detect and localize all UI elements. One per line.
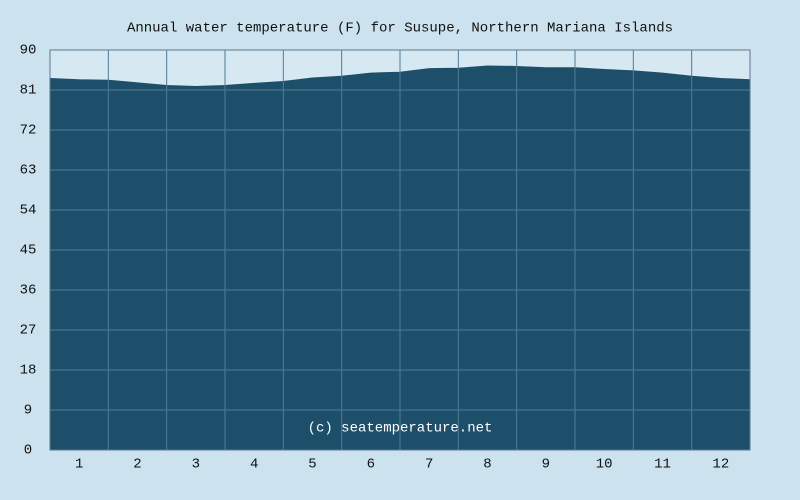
y-tick-label: 45 xyxy=(20,243,37,259)
y-tick-label: 81 xyxy=(20,83,37,99)
x-tick-label: 1 xyxy=(75,457,83,473)
x-tick-label: 2 xyxy=(133,457,141,473)
x-tick-label: 9 xyxy=(542,457,550,473)
y-tick-label: 90 xyxy=(20,43,37,59)
y-tick-label: 18 xyxy=(20,363,37,379)
x-tick-label: 4 xyxy=(250,457,258,473)
y-tick-label: 54 xyxy=(20,203,37,219)
x-tick-label: 3 xyxy=(192,457,200,473)
x-tick-label: 10 xyxy=(596,457,613,473)
x-tick-label: 5 xyxy=(308,457,316,473)
chart-title: Annual water temperature (F) for Susupe,… xyxy=(127,21,673,37)
y-tick-label: 72 xyxy=(20,123,37,139)
x-tick-label: 12 xyxy=(712,457,729,473)
y-tick-label: 0 xyxy=(24,443,32,459)
x-tick-label: 11 xyxy=(654,457,671,473)
x-tick-label: 8 xyxy=(483,457,491,473)
x-tick-label: 7 xyxy=(425,457,433,473)
y-tick-label: 36 xyxy=(20,283,37,299)
annotation: (c) seatemperature.net xyxy=(308,421,493,437)
y-tick-label: 9 xyxy=(24,403,32,419)
y-tick-label: 63 xyxy=(20,163,37,179)
y-tick-label: 27 xyxy=(20,323,37,339)
x-tick-label: 6 xyxy=(367,457,375,473)
plot-border xyxy=(49,49,751,451)
